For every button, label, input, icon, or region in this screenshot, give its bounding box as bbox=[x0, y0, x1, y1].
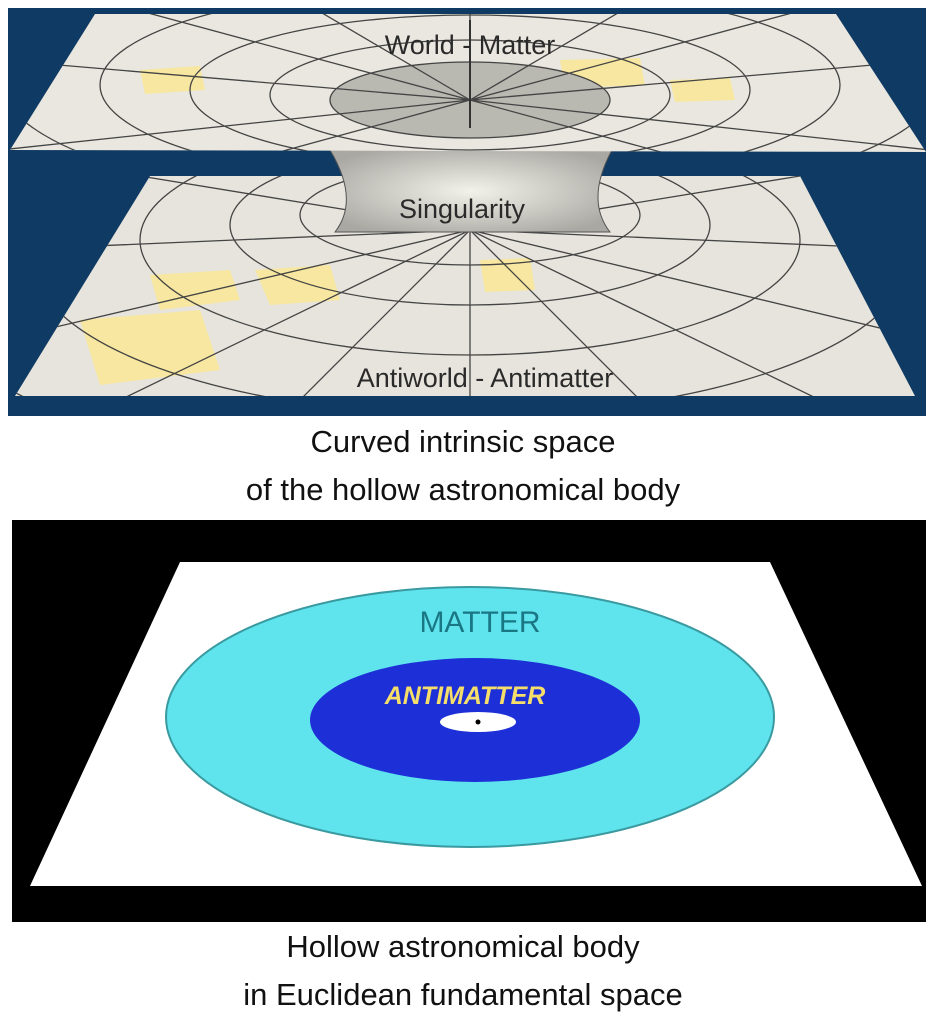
center bbox=[475, 719, 481, 725]
matter-label: MATTER bbox=[419, 606, 540, 639]
bottom-caption: Hollow astronomical body bbox=[286, 929, 640, 964]
top-caption: Curved intrinsic space bbox=[311, 424, 616, 459]
lower-plane bbox=[15, 176, 915, 396]
bottom-caption: in Euclidean fundamental space bbox=[243, 977, 682, 1012]
antiworld-label: Antiworld - Antimatter bbox=[357, 363, 614, 393]
world-label: World - Matter bbox=[385, 30, 556, 60]
singularity-label: Singularity bbox=[399, 194, 526, 224]
throat bbox=[329, 149, 613, 233]
antimatter-label: ANTIMATTER bbox=[384, 682, 546, 710]
top-caption: of the hollow astronomical body bbox=[246, 472, 681, 507]
